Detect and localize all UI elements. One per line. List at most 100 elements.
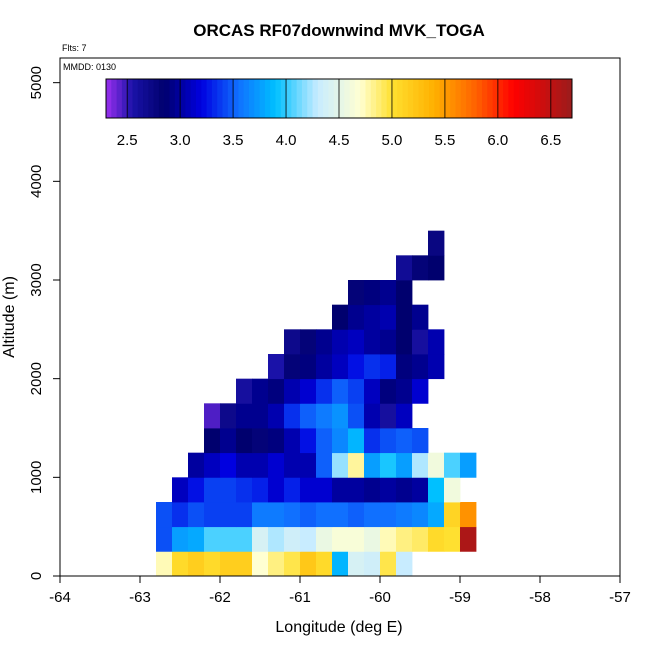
heatmap-cell	[444, 502, 461, 528]
heatmap-cell	[444, 477, 461, 503]
heatmap-cell	[204, 526, 221, 552]
colorbar-swatch	[333, 79, 340, 118]
colorbar-swatch	[508, 79, 515, 118]
heatmap-cell	[396, 502, 413, 528]
heatmap-cell	[236, 551, 253, 577]
colorbar-swatch	[513, 79, 520, 118]
colorbar-swatch	[286, 79, 292, 118]
colorbar-swatch	[344, 79, 351, 118]
colorbar-swatch	[137, 79, 144, 118]
heatmap-cell	[412, 477, 429, 503]
heatmap-cell	[380, 403, 397, 429]
colorbar-swatch	[354, 79, 361, 118]
heatmap-cell	[460, 502, 477, 528]
heatmap-cell	[268, 526, 285, 552]
colorbar-swatch	[158, 79, 165, 118]
heatmap-cell	[268, 403, 285, 429]
heatmap-cell	[364, 526, 381, 552]
heatmap-cell	[428, 354, 445, 380]
colorbar-swatch	[556, 79, 562, 118]
colorbar-swatch	[275, 79, 282, 118]
heatmap-cell	[316, 329, 333, 355]
heatmap-cell	[460, 452, 477, 478]
x-tick-label: -64	[49, 589, 71, 606]
heatmap-cell	[364, 378, 381, 404]
colorbar-swatch	[407, 79, 414, 118]
heatmap-cell	[412, 354, 429, 380]
heatmap-cell	[284, 502, 301, 528]
heatmap-cell	[332, 403, 349, 429]
heatmap-cell	[332, 354, 349, 380]
heatmap-cell	[316, 354, 333, 380]
heatmap-cell	[316, 477, 333, 503]
colorbar-swatch	[222, 79, 229, 118]
heatmap-cell	[348, 403, 365, 429]
heatmap-cell	[220, 526, 237, 552]
heatmap-cell	[236, 502, 253, 528]
heatmap-cell	[284, 428, 301, 454]
heatmap-cell	[460, 526, 477, 552]
heatmap-cell	[300, 428, 317, 454]
heatmap-cell	[204, 428, 221, 454]
heatmap-cell	[204, 477, 221, 503]
heatmap-cell	[412, 378, 429, 404]
heatmap-cell	[156, 551, 173, 577]
heatmap-cell	[300, 378, 317, 404]
heatmap-cell	[332, 526, 349, 552]
heatmap-cell	[332, 304, 349, 330]
colorbar-swatch	[153, 79, 160, 118]
colorbar-swatch	[466, 79, 472, 118]
heatmap-cell	[252, 502, 269, 528]
colorbar-tick-label: 4.0	[276, 132, 297, 149]
colorbar-swatch	[349, 79, 356, 118]
colorbar-swatch	[164, 79, 171, 118]
heatmap-cell	[348, 329, 365, 355]
colorbar-swatch	[503, 79, 509, 118]
colorbar-swatch	[180, 79, 186, 118]
heatmap-cell	[396, 477, 413, 503]
heatmap-cell	[316, 452, 333, 478]
heatmap-cell	[364, 477, 381, 503]
colorbar-swatch	[450, 79, 456, 118]
y-tick-label: 4000	[28, 165, 45, 198]
colorbar-tick-label: 4.5	[329, 132, 350, 149]
heatmap-cell	[396, 378, 413, 404]
heatmap-cell	[380, 502, 397, 528]
colorbar-swatch	[402, 79, 409, 118]
y-axis: 0 1000 2000 3000 4000 5000	[28, 66, 60, 580]
heatmap-cell	[412, 526, 429, 552]
heatmap-cell	[268, 354, 285, 380]
heatmap-cell	[284, 329, 301, 355]
x-tick-label: -60	[369, 589, 391, 606]
heatmap-cell	[412, 428, 429, 454]
colorbar-swatch	[259, 79, 266, 118]
heatmap-cell	[428, 477, 445, 503]
x-axis: -64 -63 -62 -61 -60 -59 -58 -57	[49, 576, 631, 606]
colorbar-swatch	[370, 79, 377, 118]
colorbar-swatch	[201, 79, 208, 118]
x-tick-label: -61	[289, 589, 311, 606]
heatmap-cell	[348, 428, 365, 454]
colorbar-swatch	[148, 79, 155, 118]
heatmap-cell	[300, 354, 317, 380]
heatmap-cell	[332, 477, 349, 503]
x-tick-label: -63	[129, 589, 151, 606]
colorbar-swatch	[121, 79, 128, 118]
heatmap-cell	[412, 304, 429, 330]
colorbar-swatch	[227, 79, 234, 118]
heatmap-cell	[300, 551, 317, 577]
heatmap-cell	[380, 378, 397, 404]
heatmap-cell	[364, 428, 381, 454]
heatmap-cell	[268, 452, 285, 478]
heatmap-cell	[396, 304, 413, 330]
colorbar-swatch	[233, 79, 239, 118]
heatmap-cell	[268, 477, 285, 503]
heatmap-cell	[348, 502, 365, 528]
colorbar-swatch	[497, 79, 504, 118]
colorbar-swatch	[439, 79, 446, 118]
colorbar-swatch	[481, 79, 488, 118]
heatmap-cell	[268, 502, 285, 528]
heatmap-cell	[316, 551, 333, 577]
colorbar-swatch	[545, 79, 552, 118]
colorbar-swatch	[360, 79, 366, 118]
